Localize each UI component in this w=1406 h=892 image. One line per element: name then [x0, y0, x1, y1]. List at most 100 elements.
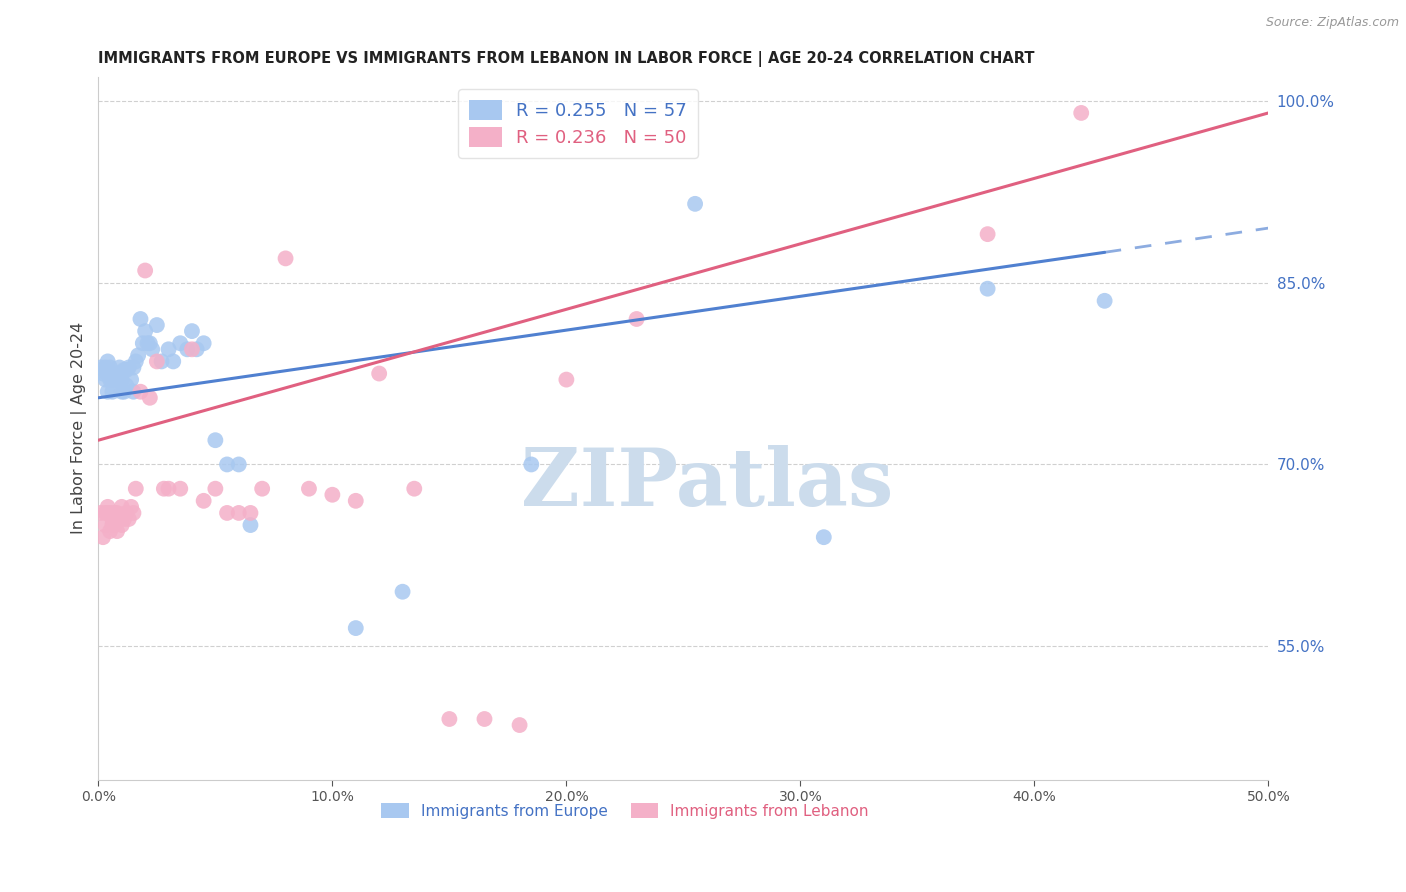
Point — [118, 360, 141, 375]
Point — [139, 391, 162, 405]
Point — [474, 712, 496, 726]
Point — [98, 360, 121, 375]
Point — [129, 312, 152, 326]
Point — [274, 252, 297, 266]
Point — [111, 384, 134, 399]
Point — [105, 367, 128, 381]
Point — [101, 518, 124, 533]
Point — [239, 518, 262, 533]
Point — [250, 482, 273, 496]
Point — [97, 506, 120, 520]
Point — [111, 518, 134, 533]
Point — [108, 373, 131, 387]
Point — [122, 506, 145, 520]
Point — [139, 336, 162, 351]
Point — [105, 373, 128, 387]
Point — [98, 367, 121, 381]
Point — [108, 360, 131, 375]
Point — [104, 518, 127, 533]
Point — [101, 512, 124, 526]
Point — [157, 343, 180, 357]
Point — [193, 493, 215, 508]
Point — [439, 712, 461, 726]
Point — [146, 318, 169, 332]
Point — [120, 500, 142, 514]
Point — [181, 343, 204, 357]
Point — [683, 197, 706, 211]
Point — [101, 384, 124, 399]
Point — [169, 336, 191, 351]
Point — [132, 336, 155, 351]
Y-axis label: In Labor Force | Age 20-24: In Labor Force | Age 20-24 — [72, 322, 87, 534]
Point — [90, 506, 112, 520]
Point — [813, 530, 835, 544]
Point — [228, 506, 250, 520]
Point — [204, 434, 226, 448]
Point — [127, 348, 149, 362]
Point — [94, 373, 117, 387]
Point — [111, 373, 134, 387]
Point — [404, 482, 426, 496]
Point — [91, 367, 114, 381]
Point — [626, 312, 648, 326]
Point — [111, 367, 134, 381]
Point — [104, 373, 127, 387]
Legend: Immigrants from Europe, Immigrants from Lebanon: Immigrants from Europe, Immigrants from … — [375, 797, 875, 825]
Point — [141, 343, 163, 357]
Point — [509, 718, 531, 732]
Point — [115, 378, 138, 392]
Text: IMMIGRANTS FROM EUROPE VS IMMIGRANTS FROM LEBANON IN LABOR FORCE | AGE 20-24 COR: IMMIGRANTS FROM EUROPE VS IMMIGRANTS FRO… — [98, 51, 1035, 67]
Point — [1070, 106, 1092, 120]
Text: ZIPatlas: ZIPatlas — [520, 445, 893, 524]
Point — [125, 482, 148, 496]
Point — [98, 373, 121, 387]
Point — [122, 360, 145, 375]
Point — [98, 506, 121, 520]
Text: Source: ZipAtlas.com: Source: ZipAtlas.com — [1265, 16, 1399, 29]
Point — [120, 373, 142, 387]
Point — [112, 384, 135, 399]
Point — [181, 324, 204, 338]
Point — [520, 458, 543, 472]
Point — [115, 363, 138, 377]
Point — [97, 384, 120, 399]
Point — [90, 360, 112, 375]
Point — [239, 506, 262, 520]
Point — [169, 482, 191, 496]
Point — [105, 506, 128, 520]
Point — [118, 512, 141, 526]
Point — [193, 336, 215, 351]
Point — [105, 524, 128, 538]
Point — [112, 363, 135, 377]
Point — [111, 500, 134, 514]
Point — [134, 263, 156, 277]
Point — [94, 518, 117, 533]
Point — [976, 227, 998, 241]
Point — [157, 482, 180, 496]
Point — [153, 482, 176, 496]
Point — [215, 506, 238, 520]
Point — [344, 621, 367, 635]
Point — [98, 524, 121, 538]
Point — [104, 506, 127, 520]
Point — [125, 354, 148, 368]
Point — [115, 506, 138, 520]
Point — [391, 584, 413, 599]
Point — [204, 482, 226, 496]
Point — [186, 343, 208, 357]
Point — [150, 354, 173, 368]
Point — [108, 512, 131, 526]
Point — [298, 482, 321, 496]
Point — [122, 384, 145, 399]
Point — [97, 354, 120, 368]
Point — [215, 458, 238, 472]
Point — [129, 384, 152, 399]
Point — [94, 360, 117, 375]
Point — [97, 500, 120, 514]
Point — [976, 282, 998, 296]
Point — [1094, 293, 1116, 308]
Point — [162, 354, 184, 368]
Point — [146, 354, 169, 368]
Point — [101, 373, 124, 387]
Point — [94, 506, 117, 520]
